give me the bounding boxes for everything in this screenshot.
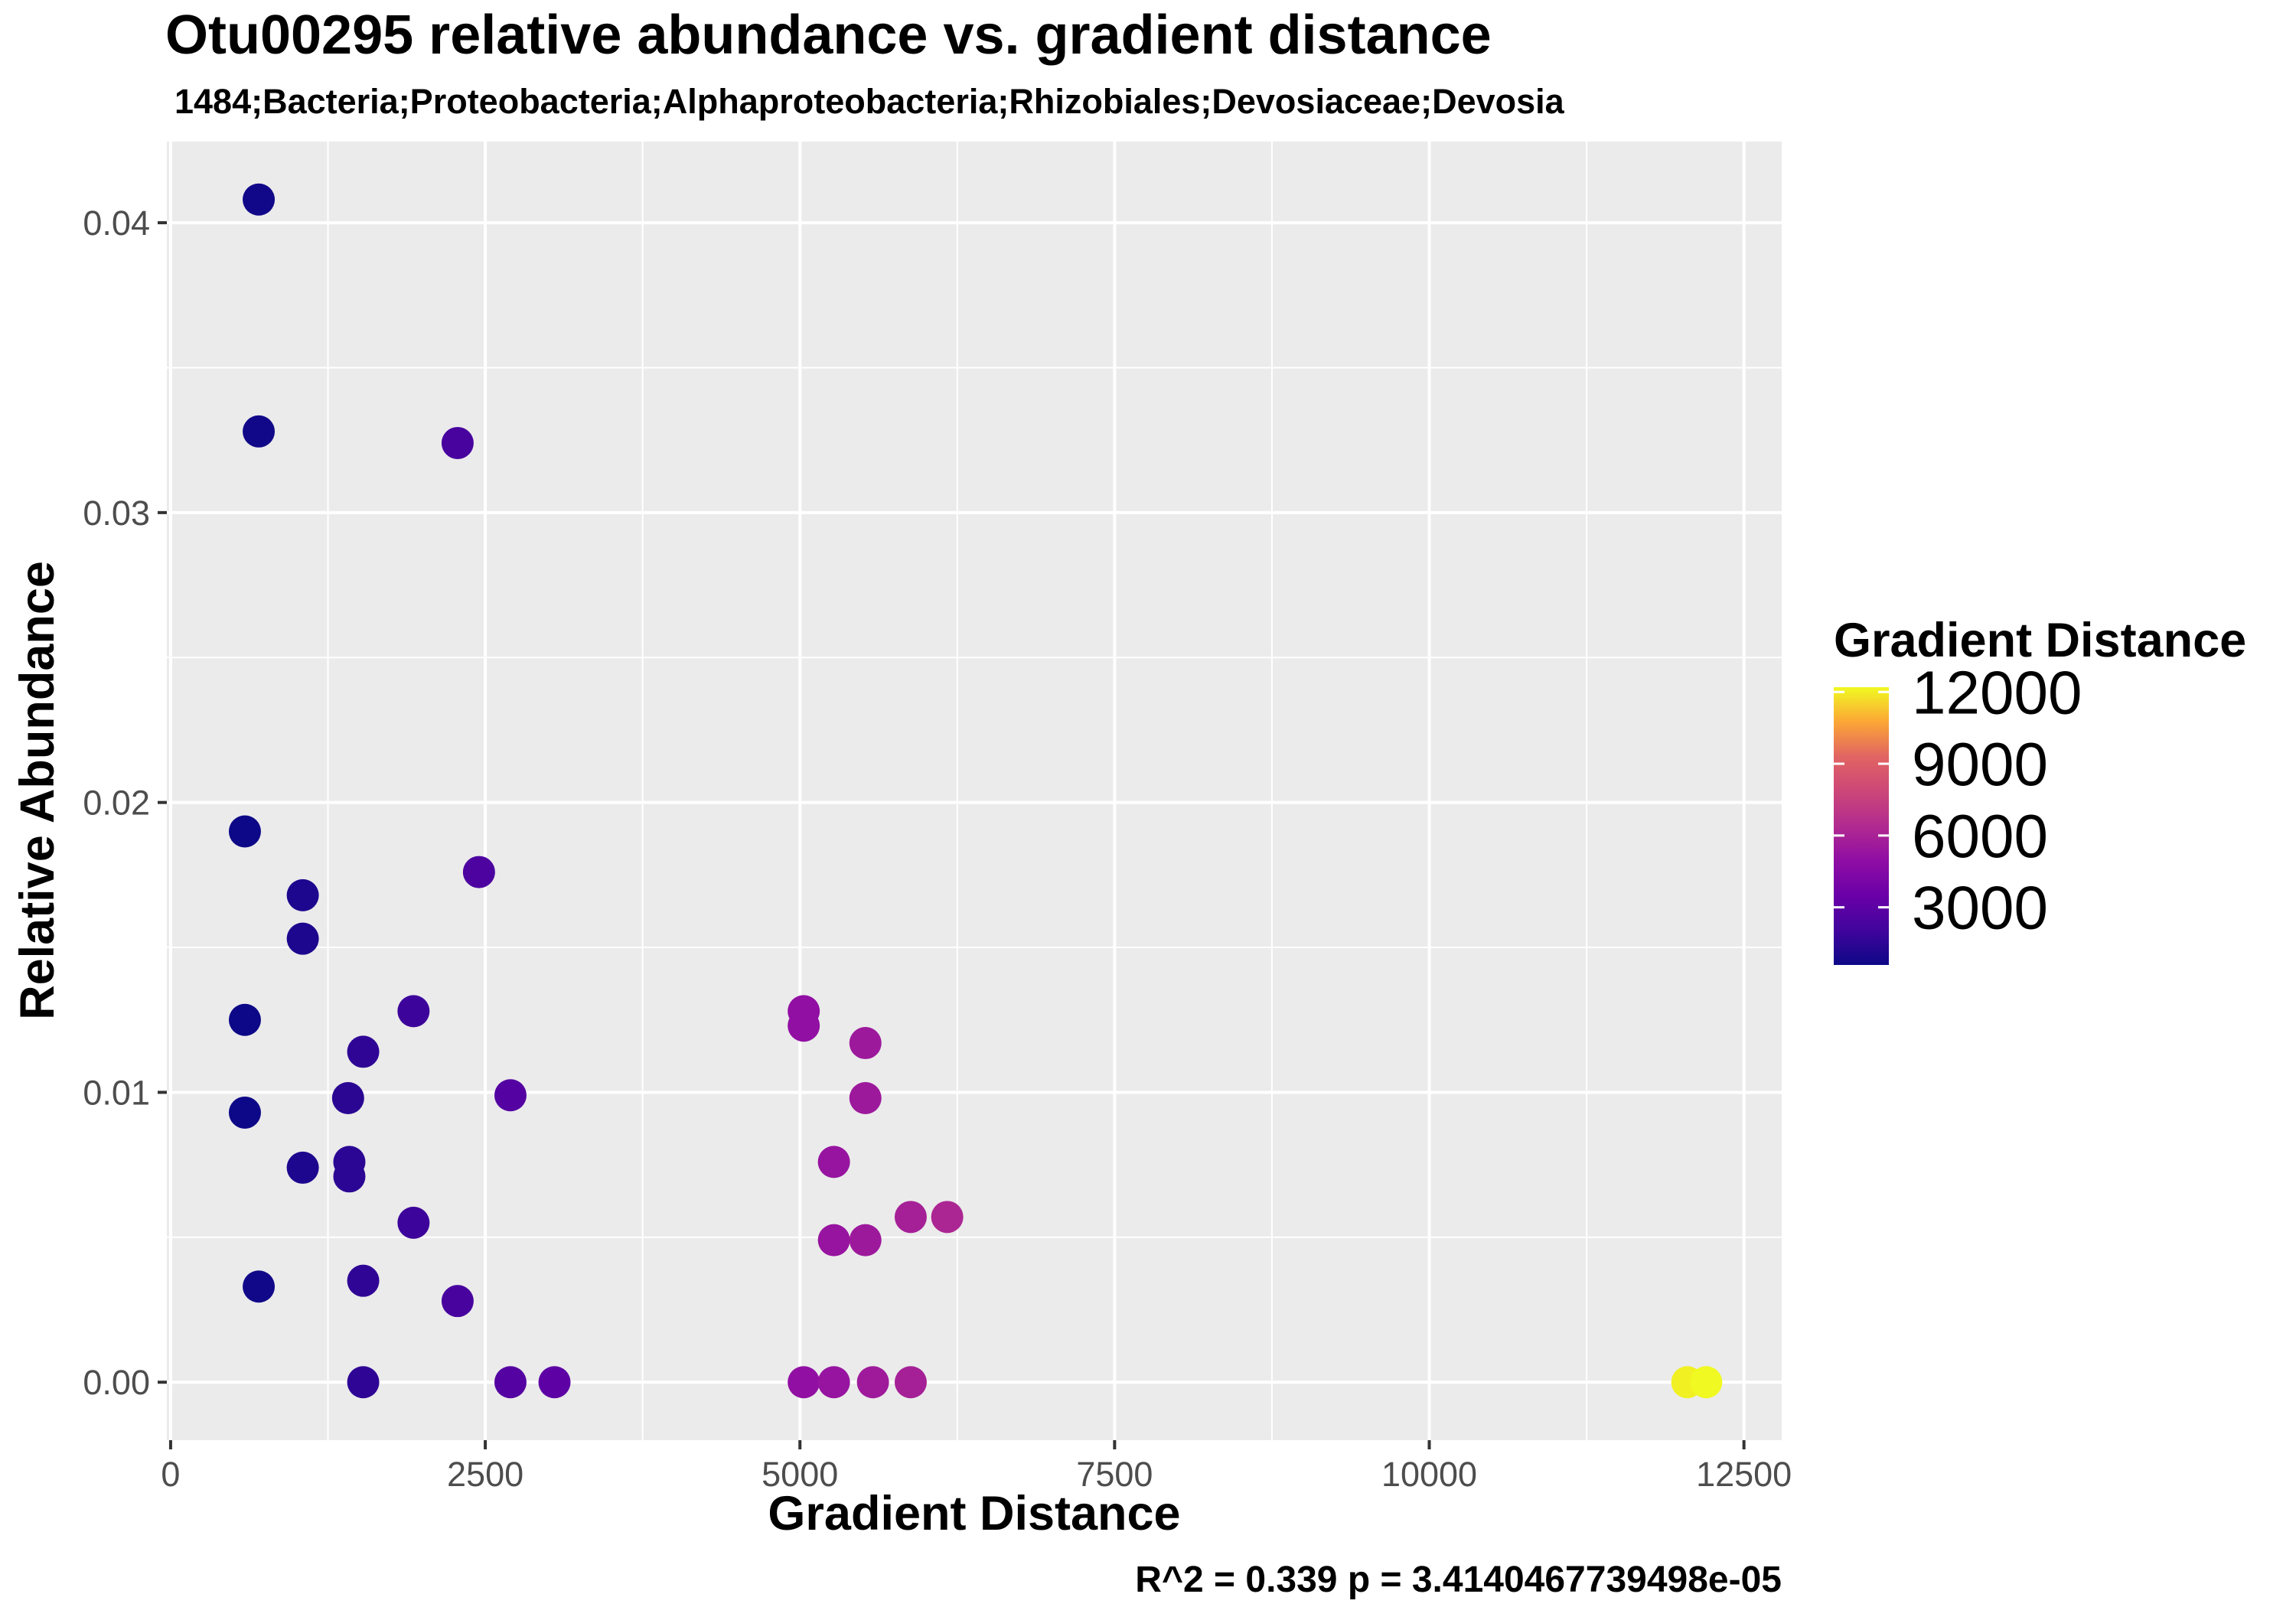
x-tick-label: 2500 bbox=[447, 1455, 523, 1494]
y-tick-label: 0.04 bbox=[83, 204, 150, 243]
x-tick-label: 7500 bbox=[1076, 1455, 1153, 1494]
data-points bbox=[228, 183, 1723, 1399]
x-axis-title: Gradient Distance bbox=[768, 1487, 1180, 1540]
data-point bbox=[441, 426, 474, 459]
legend-title: Gradient Distance bbox=[1834, 614, 2246, 667]
data-point bbox=[331, 1082, 364, 1115]
chart-title: Otu00295 relative abundance vs. gradient… bbox=[165, 5, 1492, 66]
y-tick-label: 0.03 bbox=[83, 494, 150, 533]
y-tick-label: 0.01 bbox=[83, 1073, 150, 1112]
y-tick-label: 0.02 bbox=[83, 784, 150, 823]
y-axis-title: Relative Abundance bbox=[11, 561, 64, 1020]
x-tick-label: 5000 bbox=[762, 1455, 838, 1494]
legend-colorbar bbox=[1834, 687, 1889, 965]
plot-panel bbox=[167, 142, 1782, 1440]
data-point bbox=[397, 1206, 430, 1239]
data-point bbox=[849, 1082, 882, 1115]
data-point bbox=[397, 995, 430, 1028]
data-point bbox=[286, 922, 319, 955]
data-point bbox=[817, 1366, 850, 1399]
data-point bbox=[243, 415, 276, 448]
x-tick-label: 12500 bbox=[1696, 1455, 1792, 1494]
data-point bbox=[849, 1224, 882, 1257]
data-point bbox=[243, 183, 276, 216]
data-point bbox=[286, 1151, 319, 1184]
data-point bbox=[1690, 1366, 1723, 1399]
data-point bbox=[333, 1160, 366, 1193]
data-point bbox=[817, 1146, 850, 1178]
data-point bbox=[894, 1366, 927, 1399]
chart-subtitle: 1484;Bacteria;Proteobacteria;Alphaproteo… bbox=[174, 82, 1565, 121]
data-point bbox=[347, 1264, 380, 1297]
legend-tick-label: 9000 bbox=[1912, 730, 2048, 798]
data-point bbox=[228, 1096, 261, 1129]
data-point bbox=[243, 1270, 276, 1303]
data-point bbox=[538, 1366, 571, 1399]
legend-tick-label: 6000 bbox=[1912, 802, 2048, 870]
data-point bbox=[462, 856, 495, 888]
data-point bbox=[228, 1003, 261, 1036]
data-point bbox=[441, 1285, 474, 1318]
data-point bbox=[856, 1366, 889, 1399]
x-tick-label: 0 bbox=[161, 1455, 180, 1494]
data-point bbox=[931, 1201, 964, 1234]
x-axis: 0 2500 5000 7500 10000 12500 bbox=[161, 1440, 1792, 1494]
data-point bbox=[788, 1366, 820, 1399]
y-axis: 0.00 0.01 0.02 0.03 0.04 bbox=[83, 204, 167, 1402]
data-point bbox=[347, 1035, 380, 1068]
data-point bbox=[286, 878, 319, 911]
legend-tick-label: 3000 bbox=[1912, 874, 2048, 942]
data-point bbox=[494, 1079, 527, 1112]
data-point bbox=[347, 1366, 380, 1399]
major-gridlines bbox=[167, 142, 1782, 1440]
minor-gridlines bbox=[167, 142, 1782, 1440]
legend-tick-label: 12000 bbox=[1912, 658, 2082, 726]
x-tick-label: 10000 bbox=[1381, 1455, 1477, 1494]
stats-annotation: R^2 = 0.339 p = 3.4140467739498e-05 bbox=[1135, 1560, 1782, 1600]
data-point bbox=[817, 1224, 850, 1257]
y-tick-label: 0.00 bbox=[83, 1363, 150, 1402]
data-point bbox=[894, 1201, 927, 1234]
data-point bbox=[228, 815, 261, 848]
data-point bbox=[494, 1366, 527, 1399]
data-point bbox=[788, 1009, 820, 1042]
data-point bbox=[849, 1027, 882, 1060]
